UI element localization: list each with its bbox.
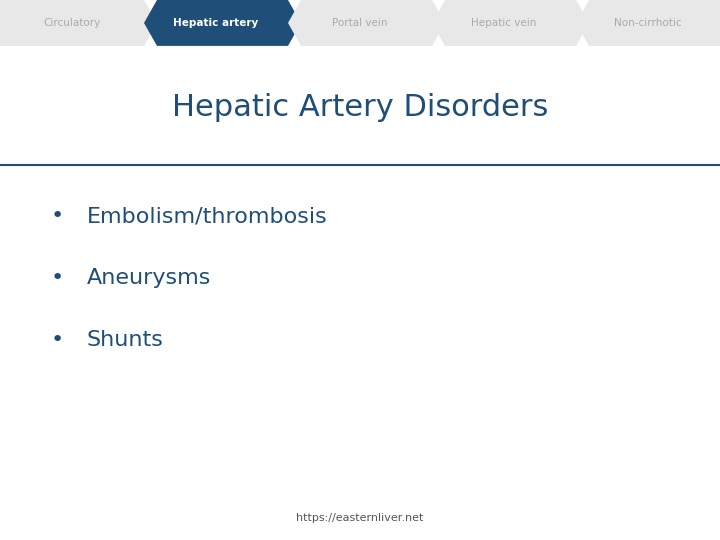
Polygon shape [576, 0, 720, 46]
Polygon shape [0, 0, 157, 46]
Text: Circulatory: Circulatory [43, 18, 101, 28]
Text: Hepatic Artery Disorders: Hepatic Artery Disorders [172, 93, 548, 123]
Polygon shape [144, 0, 301, 46]
Text: Portal vein: Portal vein [332, 18, 388, 28]
Text: Non-cirrhotic: Non-cirrhotic [614, 18, 682, 28]
Text: Aneurysms: Aneurysms [86, 268, 211, 288]
Text: Hepatic vein: Hepatic vein [472, 18, 536, 28]
Text: •: • [51, 206, 64, 226]
Text: •: • [51, 268, 64, 288]
Text: Hepatic artery: Hepatic artery [174, 18, 258, 28]
Text: •: • [51, 330, 64, 350]
Polygon shape [288, 0, 445, 46]
Text: https://easternliver.net: https://easternliver.net [297, 514, 423, 523]
Text: Embolism/thrombosis: Embolism/thrombosis [86, 206, 327, 226]
Text: Shunts: Shunts [86, 330, 163, 350]
Polygon shape [432, 0, 589, 46]
